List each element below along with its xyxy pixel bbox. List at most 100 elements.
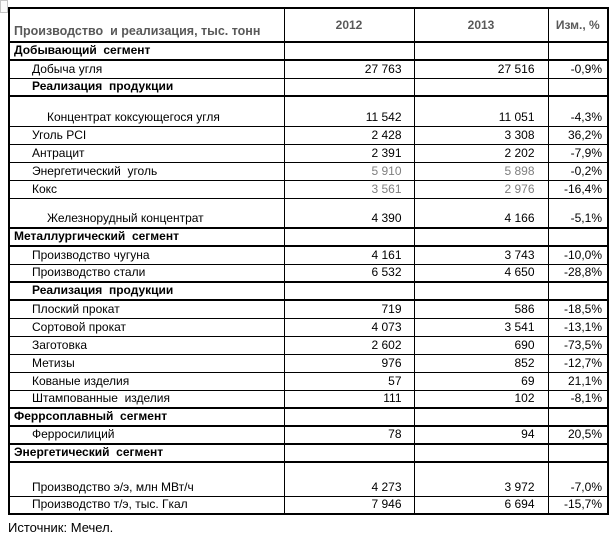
table-row: Метизы 976 852 -12,7%	[8, 354, 609, 373]
table-row: Добыча угля 27 763 27 516 -0,9%	[8, 60, 609, 79]
cell-change: -0,9%	[547, 60, 609, 79]
cell-2013	[413, 281, 549, 301]
cell-2012: 7 946	[283, 496, 415, 515]
cell-change: 20,5%	[547, 426, 609, 445]
table-row: Производство э/э, млн МВт/ч 4 273 3 972 -7,…	[8, 462, 609, 497]
cell-change: -10,0%	[547, 246, 609, 265]
cell-2013: 69	[413, 372, 549, 391]
cell-2012: 2 602	[283, 336, 415, 355]
cell-2012: 976	[283, 354, 415, 373]
cell-2013: 3 972	[413, 462, 549, 497]
cell-2013: 4 166	[413, 198, 549, 229]
cell-change: 21,1%	[547, 372, 609, 391]
cell-2012: 4 161	[283, 246, 415, 265]
cell-change	[547, 407, 609, 427]
row-label: Антрацит	[8, 144, 285, 163]
row-label: Производство э/э, млн МВт/ч	[8, 462, 285, 497]
cell-change: -0,2%	[547, 162, 609, 181]
row-label: Сортовой прокат	[8, 318, 285, 337]
row-label: Феррсоплавный сегмент	[8, 407, 285, 427]
cell-2013: 102	[413, 390, 549, 409]
cell-2012: 27 763	[283, 60, 415, 79]
table-header-row: Производство и реализация, тыс. тонн 201…	[8, 8, 609, 43]
table-row: Плоский прокат 719 586 -18,5%	[8, 300, 609, 319]
row-label: Концентрат коксующегося угля	[8, 96, 285, 127]
cell-change: -18,5%	[547, 300, 609, 319]
cell-2013: 2 202	[413, 144, 549, 163]
cell-change: -4,3%	[547, 96, 609, 127]
cell-2013	[413, 78, 549, 97]
cell-2012: 57	[283, 372, 415, 391]
row-label: Металлургический сегмент	[8, 227, 285, 247]
column-header-2013: 2013	[413, 8, 549, 43]
section-header-row: Добывающий сегмент	[8, 41, 609, 61]
cell-2012	[283, 41, 415, 61]
table-body: Добывающий сегмент Добыча угля 27 763 27 51…	[8, 41, 609, 515]
cell-2012: 4 073	[283, 318, 415, 337]
cell-2012	[283, 281, 415, 301]
table-row: Штампованные изделия 111 102 -8,1%	[8, 390, 609, 409]
row-label: Плоский прокат	[8, 300, 285, 319]
cell-change	[547, 281, 609, 301]
cell-2013: 3 308	[413, 126, 549, 145]
corner-artifact-mark	[0, 0, 8, 13]
section-header-row: Реализация продукции	[8, 281, 609, 301]
cell-change: -16,4%	[547, 180, 609, 199]
cell-2013: 586	[413, 300, 549, 319]
table-row: Производство стали 6 532 4 650 -28,8%	[8, 264, 609, 283]
section-header-row: Энергетический сегмент	[8, 443, 609, 463]
cell-change	[547, 41, 609, 61]
row-label: Добыча угля	[8, 60, 285, 79]
cell-2013	[413, 407, 549, 427]
column-header-2012: 2012	[283, 8, 415, 43]
row-label: Реализация продукции	[8, 78, 285, 97]
cell-2012: 4 273	[283, 462, 415, 497]
cell-2012: 11 542	[283, 96, 415, 127]
table-row: Кованые изделия 57 69 21,1%	[8, 372, 609, 391]
cell-2012: 5 910	[283, 162, 415, 181]
cell-change: 36,2%	[547, 126, 609, 145]
cell-2013: 3 541	[413, 318, 549, 337]
cell-2012: 111	[283, 390, 415, 409]
cell-2013: 27 516	[413, 60, 549, 79]
row-label: Добывающий сегмент	[8, 41, 285, 61]
row-label: Энергетический уголь	[8, 162, 285, 181]
cell-change: -7,9%	[547, 144, 609, 163]
cell-2012: 3 561	[283, 180, 415, 199]
section-header-row: Металлургический сегмент	[8, 227, 609, 247]
table-row: Концентрат коксующегося угля 11 542 11 051…	[8, 96, 609, 127]
cell-change: -8,1%	[547, 390, 609, 409]
cell-2013: 4 650	[413, 264, 549, 283]
cell-2013	[413, 443, 549, 463]
production-sales-table: Производство и реализация, тыс. тонн 201…	[8, 7, 609, 515]
table-row: Энергетический уголь 5 910 5 898 -0,2%	[8, 162, 609, 181]
cell-2013: 2 976	[413, 180, 549, 199]
table-row: Кокс 3 561 2 976 -16,4%	[8, 180, 609, 199]
cell-2013: 94	[413, 426, 549, 445]
table-row: Производство т/э, тыс. Гкал 7 946 6 694 -15…	[8, 496, 609, 515]
cell-2013: 690	[413, 336, 549, 355]
table-row: Ферросилиций 78 94 20,5%	[8, 426, 609, 445]
row-label: Штампованные изделия	[8, 390, 285, 409]
row-label: Производство стали	[8, 264, 285, 283]
row-label: Ферросилиций	[8, 426, 285, 445]
row-label: Производство чугуна	[8, 246, 285, 265]
cell-change: -13,1%	[547, 318, 609, 337]
cell-change	[547, 443, 609, 463]
cell-change: -5,1%	[547, 198, 609, 229]
row-label: Заготовка	[8, 336, 285, 355]
cell-2013: 11 051	[413, 96, 549, 127]
column-header-change: Изм., %	[547, 8, 609, 43]
cell-2013	[413, 41, 549, 61]
cell-2012: 719	[283, 300, 415, 319]
cell-change: -7,0%	[547, 462, 609, 497]
row-label: Уголь PCI	[8, 126, 285, 145]
cell-change: -12,7%	[547, 354, 609, 373]
cell-2013: 852	[413, 354, 549, 373]
table-row: Антрацит 2 391 2 202 -7,9%	[8, 144, 609, 163]
cell-2012: 6 532	[283, 264, 415, 283]
cell-change	[547, 227, 609, 247]
table-row: Уголь PCI 2 428 3 308 36,2%	[8, 126, 609, 145]
cell-change: -28,8%	[547, 264, 609, 283]
source-note: Источник: Мечел.	[8, 520, 114, 535]
